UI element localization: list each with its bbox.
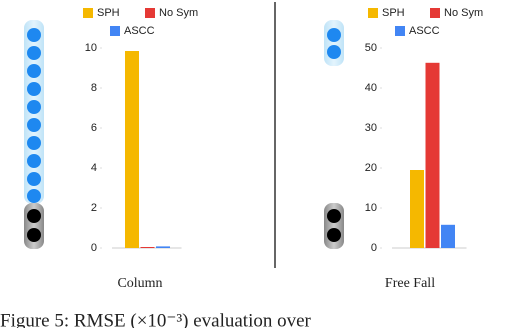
legend-label: SPH bbox=[382, 7, 405, 19]
y-tick-label: 30 bbox=[365, 122, 377, 134]
caption: Figure 5: RMSE (×10⁻³) evaluation over bbox=[0, 310, 312, 328]
legend-swatch bbox=[110, 26, 120, 36]
y-tick-label: 20 bbox=[365, 162, 377, 174]
x-axis-label: Column bbox=[117, 276, 162, 291]
y-tick-label: 8 bbox=[91, 82, 97, 94]
y-tick-label: 50 bbox=[365, 42, 377, 54]
y-tick-label: 2 bbox=[91, 202, 97, 214]
y-tick-label: 4 bbox=[91, 162, 97, 174]
y-tick-label: 10 bbox=[365, 202, 377, 214]
y-tick-label: 40 bbox=[365, 82, 377, 94]
legend-swatch bbox=[145, 8, 155, 18]
bar bbox=[156, 246, 170, 248]
freefall-icon bbox=[324, 20, 344, 249]
legend-label: No Sym bbox=[444, 7, 483, 19]
legend-swatch bbox=[368, 8, 378, 18]
x-axis-label: Free Fall bbox=[385, 276, 435, 291]
legend-label: ASCC bbox=[124, 25, 155, 37]
bar bbox=[441, 224, 455, 248]
legend-label: No Sym bbox=[159, 7, 198, 19]
legend-label: SPH bbox=[97, 7, 120, 19]
column-icon bbox=[24, 20, 44, 249]
bar bbox=[410, 170, 424, 248]
legend-swatch bbox=[430, 8, 440, 18]
y-tick-label: 0 bbox=[371, 242, 377, 254]
legend-label: ASCC bbox=[409, 25, 440, 37]
y-tick-label: 0 bbox=[91, 242, 97, 254]
y-tick-label: 10 bbox=[85, 42, 97, 54]
bar bbox=[140, 247, 155, 248]
bar bbox=[425, 62, 440, 248]
legend-swatch bbox=[83, 8, 93, 18]
bar bbox=[125, 51, 139, 248]
legend-swatch bbox=[395, 26, 405, 36]
y-tick-label: 6 bbox=[91, 122, 97, 134]
